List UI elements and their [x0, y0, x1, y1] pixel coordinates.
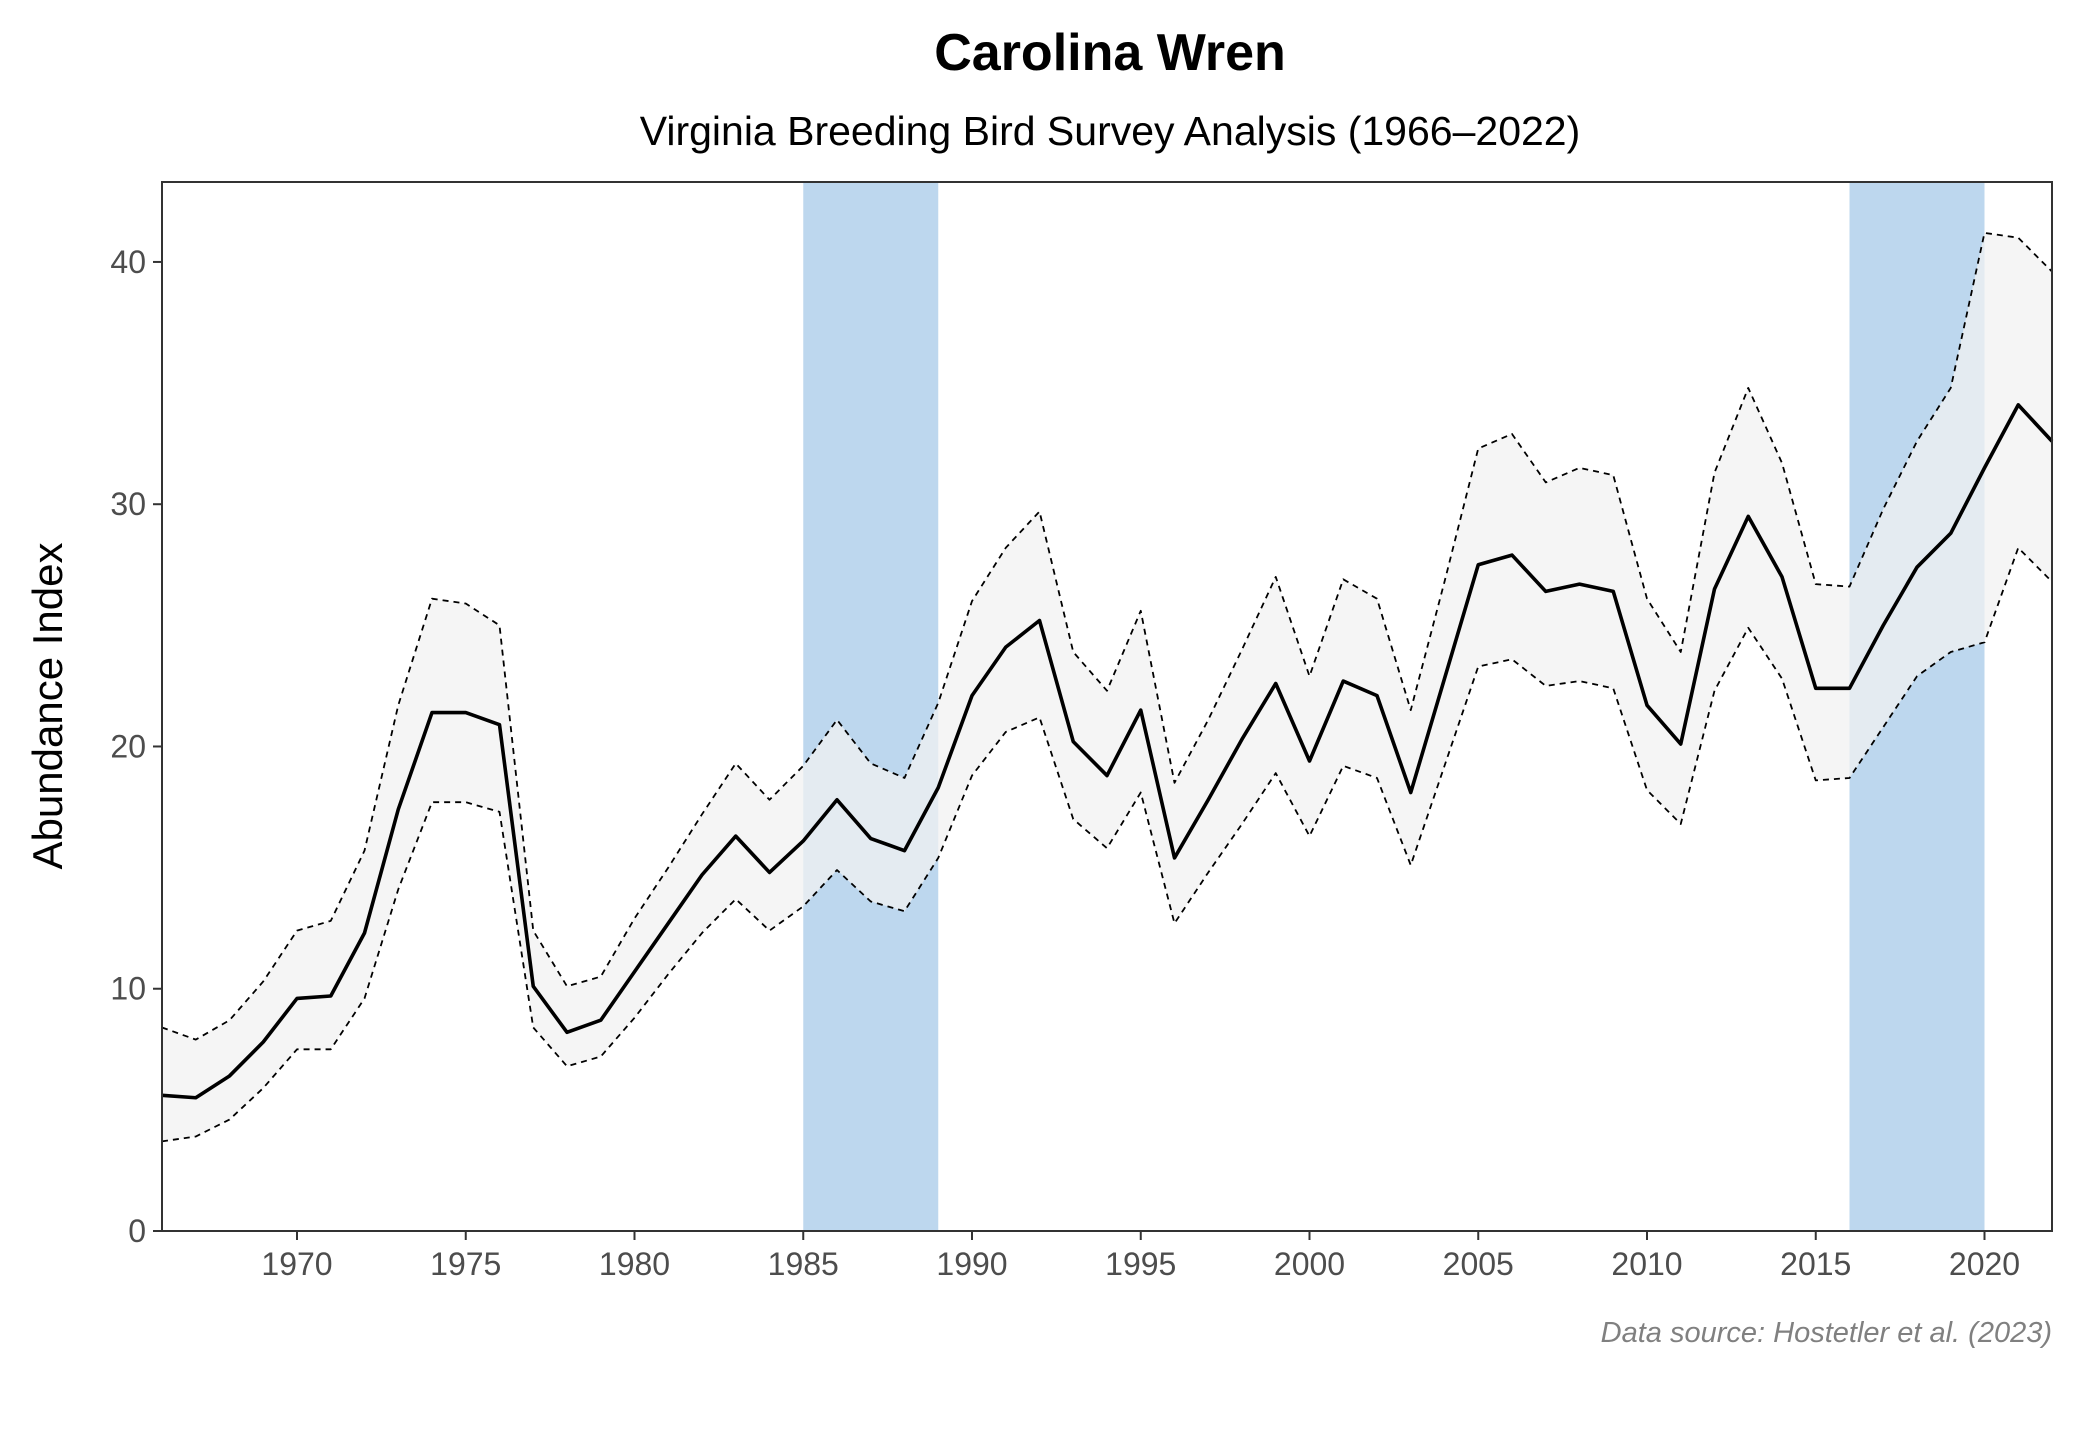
x-tick-label: 1980 [599, 1246, 670, 1282]
y-axis: 0 10 20 30 40 [110, 244, 162, 1249]
y-axis-label: Abundance Index [24, 543, 71, 870]
x-tick-label: 1990 [936, 1246, 1007, 1282]
y-tick-label: 20 [110, 728, 146, 764]
abundance-line [161, 403, 2054, 1100]
lower-limit-line [161, 546, 2053, 1143]
data-source-caption: Data source: Hostetler et al. (2023) [1601, 1317, 2052, 1349]
credible-interval-ribbon [162, 232, 2052, 1142]
series-lines [161, 231, 2054, 1143]
y-tick-label: 10 [110, 971, 146, 1007]
x-tick-label: 2000 [1274, 1246, 1345, 1282]
y-tick-label: 40 [110, 244, 146, 280]
highlight-period-1985-1989 [803, 182, 939, 1231]
x-tick-label: 1975 [430, 1246, 501, 1282]
chart-subtitle: Virginia Breeding Bird Survey Analysis (… [640, 108, 1581, 154]
x-tick-label: 2020 [1949, 1246, 2020, 1282]
x-tick-label: 2015 [1780, 1246, 1851, 1282]
credible-interval-band [162, 232, 2052, 1142]
upper-limit-line [161, 231, 2053, 1041]
x-tick-label: 2005 [1443, 1246, 1514, 1282]
x-tick-label: 1970 [261, 1246, 332, 1282]
chart-title: Carolina Wren [934, 24, 1286, 82]
y-tick-label: 0 [128, 1213, 146, 1249]
plot-border [161, 181, 2053, 1232]
x-tick-label: 1985 [768, 1246, 839, 1282]
x-tick-label: 1995 [1105, 1246, 1176, 1282]
y-tick-label: 30 [110, 486, 146, 522]
x-tick-label: 2010 [1611, 1246, 1682, 1282]
x-axis: 1970 1975 1980 1985 1990 1995 2000 2005 2010 2015… [261, 1231, 2020, 1282]
